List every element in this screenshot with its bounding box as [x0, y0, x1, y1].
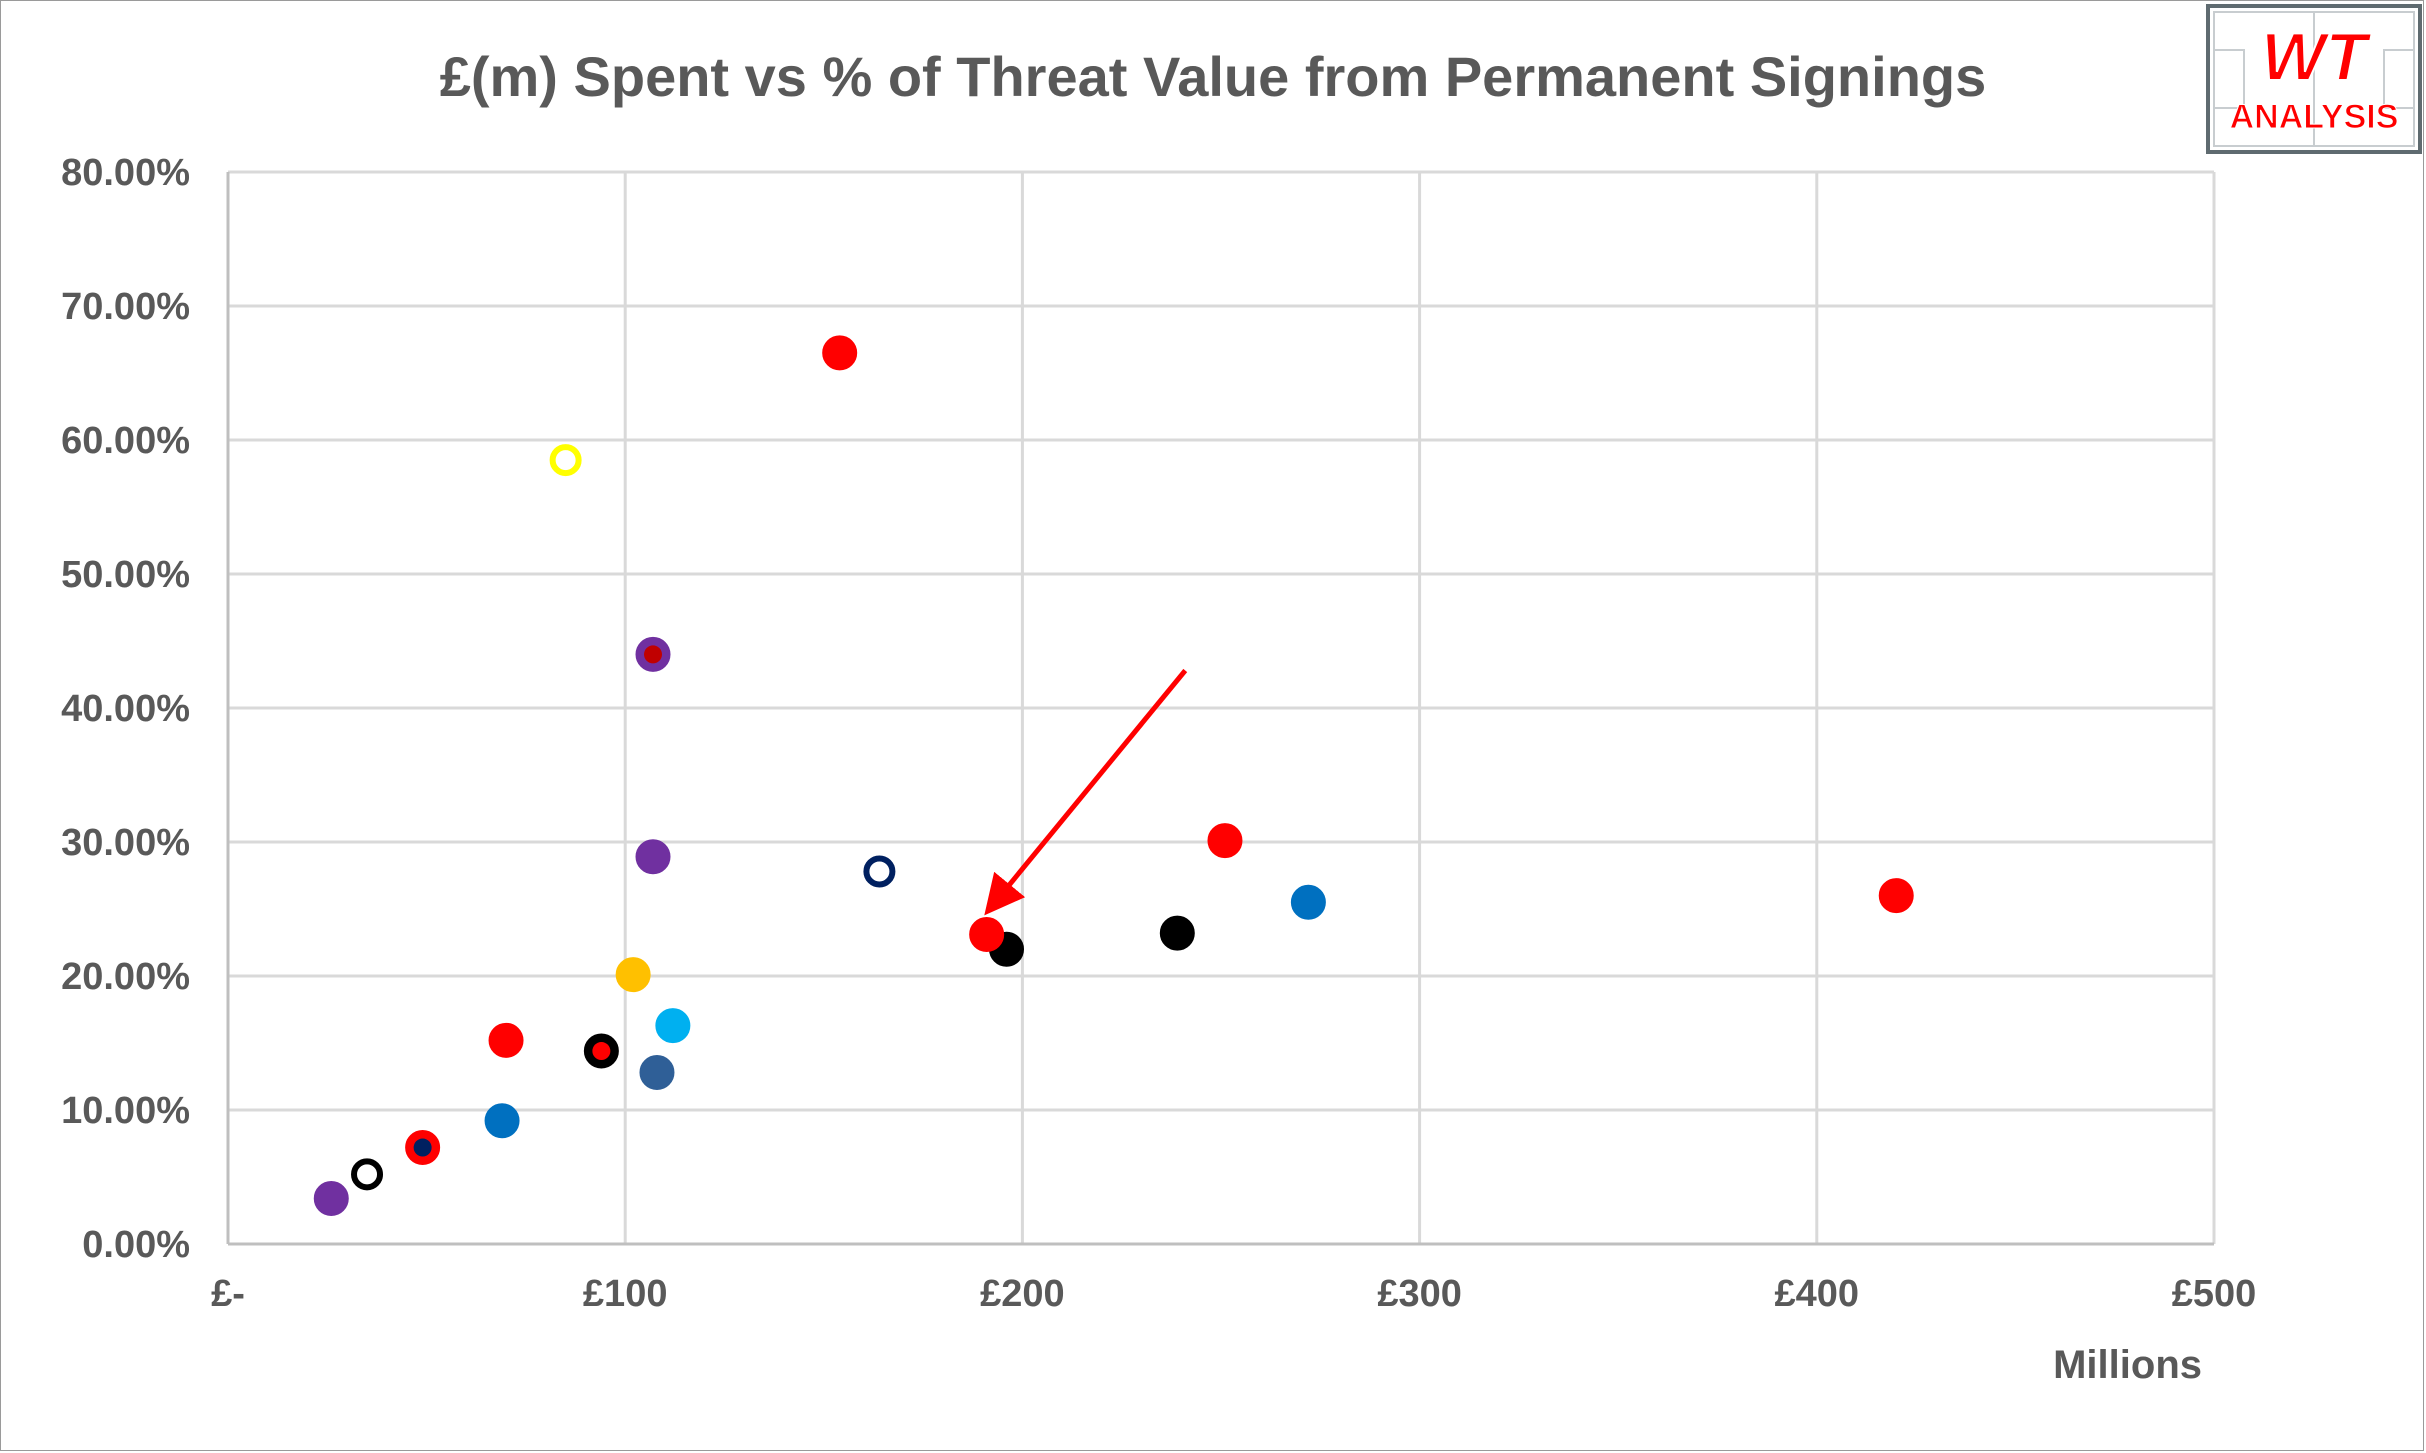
x-tick-label: £100 — [583, 1273, 668, 1315]
x-tick-label: £300 — [1377, 1273, 1462, 1315]
data-point — [351, 1158, 384, 1191]
data-point — [1878, 878, 1914, 914]
data-point — [655, 1008, 691, 1044]
data-point — [639, 1054, 675, 1090]
data-point — [635, 839, 671, 875]
data-point-inner — [644, 645, 663, 664]
y-tick-label: 0.00% — [82, 1224, 190, 1266]
data-points — [313, 335, 1914, 1216]
logo-right-box — [2383, 49, 2415, 109]
data-point-inner — [413, 1138, 432, 1157]
y-tick-labels: 0.00% 10.00% 20.00% 30.00% 40.00% 50.00% 60.00… — [61, 152, 190, 1266]
data-point — [969, 916, 1005, 952]
wt-analysis-logo: WT ANALYSIS — [2206, 4, 2422, 154]
data-point-inner — [592, 1042, 611, 1061]
y-tick-label: 80.00% — [61, 152, 190, 194]
y-tick-label: 40.00% — [61, 688, 190, 730]
data-point — [863, 855, 896, 888]
y-tick-label: 30.00% — [61, 822, 190, 864]
data-point — [549, 444, 582, 477]
data-point — [1159, 915, 1195, 951]
x-tick-label: £- — [211, 1273, 245, 1315]
data-point — [615, 957, 651, 993]
y-tick-label: 10.00% — [61, 1090, 190, 1132]
y-tick-label: 60.00% — [61, 420, 190, 462]
data-point — [484, 1103, 520, 1139]
data-point — [488, 1022, 524, 1058]
logo-text-wt: WT — [2261, 19, 2372, 95]
data-point — [313, 1180, 349, 1216]
x-tick-label: £500 — [2172, 1273, 2257, 1315]
x-tick-label: £200 — [980, 1273, 1065, 1315]
chart-title: £(m) Spent vs % of Threat Value from Per… — [440, 45, 1987, 108]
y-tick-label: 50.00% — [61, 554, 190, 596]
axes — [226, 172, 2214, 1246]
data-point — [1290, 884, 1326, 920]
annotations — [984, 668, 1188, 916]
data-point — [822, 335, 858, 371]
x-tick-labels: £- £100 £200 £300 £400 £500 — [211, 1273, 2256, 1315]
x-tick-label: £400 — [1775, 1273, 1860, 1315]
x-axis-title: Millions — [2053, 1343, 2202, 1387]
logo-left-box — [2213, 49, 2245, 109]
logo-text-analysis: ANALYSIS — [2230, 98, 2399, 136]
y-tick-label: 20.00% — [61, 956, 190, 998]
y-tick-label: 70.00% — [61, 286, 190, 328]
grid — [228, 170, 2216, 1244]
data-point — [1207, 823, 1243, 859]
annotation-arrow — [984, 668, 1188, 916]
